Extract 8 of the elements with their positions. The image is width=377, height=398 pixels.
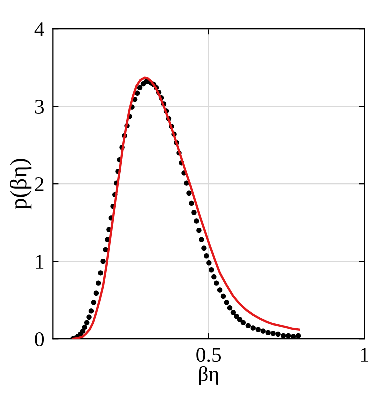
y-tick-label: 1 xyxy=(36,255,44,269)
y-axis-title: p(βη) xyxy=(10,159,32,210)
y-tick-label: 3 xyxy=(35,100,44,114)
x-axis-title: βη xyxy=(199,366,219,386)
y-tick-label: 4 xyxy=(34,22,44,36)
x-tick-label: 0.5 xyxy=(196,348,222,362)
y-tick-label: 2 xyxy=(35,178,44,192)
y-tick-label: 0 xyxy=(35,332,44,347)
